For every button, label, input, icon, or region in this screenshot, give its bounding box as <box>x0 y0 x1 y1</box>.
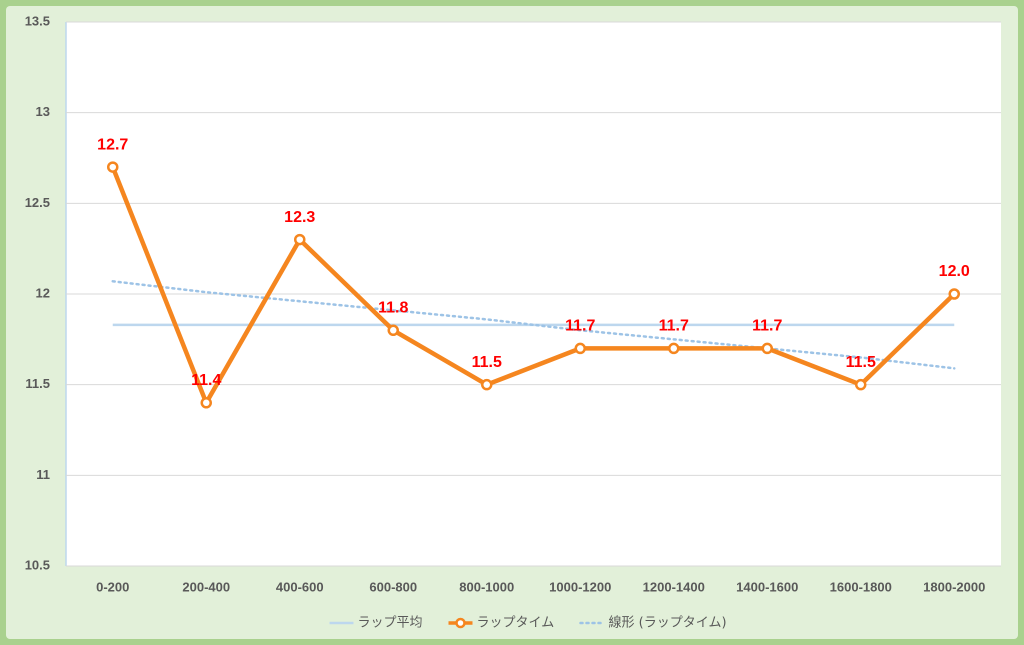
data-label: 11.4 <box>191 372 221 389</box>
data-point <box>200 397 212 409</box>
x-tick-label: 400-600 <box>276 579 324 594</box>
legend-label: 線形 (ラップタイム) <box>609 615 727 631</box>
series-line <box>110 166 956 406</box>
data-point <box>481 378 493 391</box>
data-label: 11.8 <box>378 299 408 316</box>
y-tick-label: 13 <box>36 104 50 119</box>
x-tick-label: 0-200 <box>96 579 129 594</box>
x-tick-label: 600-800 <box>369 579 417 594</box>
data-point <box>761 342 773 355</box>
data-label: 11.5 <box>472 354 502 371</box>
y-tick-label: 12 <box>36 285 50 300</box>
data-point <box>387 324 399 337</box>
data-label: 11.7 <box>752 318 782 335</box>
legend-label: ラップ平均 <box>358 616 423 631</box>
data-label: 11.7 <box>659 318 689 335</box>
data-point <box>107 161 119 173</box>
x-tick-label: 1800-2000 <box>923 579 985 594</box>
data-label: 12.0 <box>939 263 970 280</box>
legend-label: ラップタイム <box>477 616 555 631</box>
y-tick-label: 11.5 <box>25 376 50 391</box>
y-tick-label: 12.5 <box>25 195 50 210</box>
x-tick-label: 800-1000 <box>459 579 514 594</box>
x-tick-label: 1400-1600 <box>736 579 798 594</box>
x-tick-label: 1200-1400 <box>643 579 705 594</box>
data-point <box>855 378 867 391</box>
legend: ラップ平均 ラップタイム 線形 (ラップタイム) <box>329 615 727 631</box>
y-tick-label: 10.5 <box>25 557 50 572</box>
data-label: 11.7 <box>565 318 595 335</box>
x-tick-label: 1600-1800 <box>830 579 892 594</box>
data-point <box>574 342 586 355</box>
data-point <box>948 288 960 300</box>
y-tick-label: 13.5 <box>25 13 50 28</box>
legend-marker <box>455 617 466 629</box>
series-line <box>111 280 956 370</box>
x-tick-label: 200-400 <box>182 579 230 594</box>
data-label: 12.3 <box>284 209 315 226</box>
data-point <box>294 233 306 246</box>
data-label: 11.5 <box>846 354 876 371</box>
data-point <box>668 342 680 355</box>
y-tick-label: 11 <box>36 467 50 482</box>
data-label: 12.7 <box>97 136 128 153</box>
x-tick-label: 1000-1200 <box>549 579 611 594</box>
